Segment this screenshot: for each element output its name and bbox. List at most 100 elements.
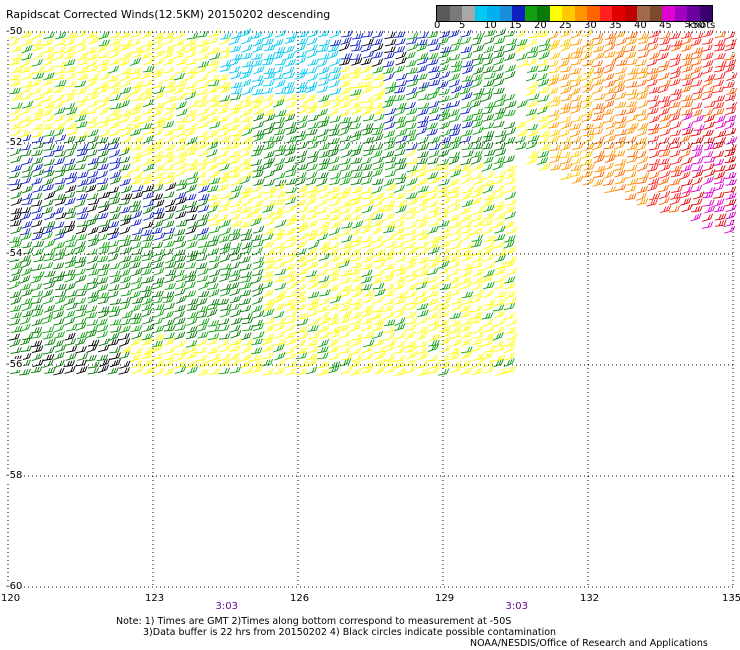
wind-barb — [242, 366, 254, 375]
wind-barb — [571, 29, 583, 39]
wind-barb — [231, 184, 243, 193]
wind-barb — [165, 205, 177, 213]
wind-barb — [504, 164, 517, 172]
wind-barb — [140, 267, 153, 276]
wind-barb — [186, 109, 198, 117]
wind-barb — [54, 150, 67, 157]
wind-barb — [240, 247, 252, 255]
wind-barb — [251, 53, 263, 60]
wind-barb — [263, 142, 275, 151]
wind-barb — [362, 38, 374, 47]
wind-barb — [461, 52, 473, 60]
wind-barb — [197, 368, 209, 376]
wind-barb — [327, 338, 339, 348]
wind-barb — [373, 338, 385, 347]
wind-barb — [109, 108, 121, 116]
wind-barb — [362, 114, 375, 122]
wind-barb — [582, 59, 594, 67]
wind-barb — [118, 302, 130, 311]
wind-barb — [294, 199, 306, 208]
wind-barb — [184, 262, 197, 270]
wind-barb — [87, 339, 100, 347]
wind-barb — [626, 73, 638, 81]
wind-barb — [614, 183, 627, 192]
wind-barb — [274, 148, 286, 157]
wind-barb — [637, 36, 650, 45]
wind-barb — [495, 28, 507, 38]
wind-barb — [132, 81, 144, 89]
colorbar-tick-label: 15 — [509, 20, 522, 31]
wind-barb — [374, 88, 386, 96]
wind-barb — [253, 178, 265, 186]
wind-barb — [218, 81, 231, 89]
wind-barb — [648, 86, 661, 94]
wind-barb — [635, 59, 647, 67]
wind-barb — [251, 319, 263, 327]
wind-barb — [42, 332, 55, 340]
wind-barb — [240, 360, 252, 369]
wind-barb — [196, 94, 208, 103]
wind-barb — [681, 142, 693, 152]
wind-barb — [107, 220, 120, 229]
wind-barb — [417, 309, 429, 318]
wind-barb — [120, 346, 132, 354]
wind-barb — [725, 59, 737, 68]
wind-barb — [625, 51, 637, 59]
wind-barb — [647, 36, 659, 45]
wind-barb — [714, 31, 727, 38]
wind-barb — [152, 255, 164, 264]
wind-barb — [316, 198, 328, 207]
wind-barb — [250, 206, 262, 215]
wind-barb — [228, 37, 240, 46]
wind-barb — [407, 32, 419, 40]
wind-barb — [142, 276, 154, 284]
wind-barb — [723, 64, 736, 74]
wind-barb — [450, 169, 462, 178]
wind-barb — [493, 78, 505, 87]
wind-barb — [65, 66, 77, 73]
wind-barb — [681, 203, 693, 213]
wind-barb — [448, 79, 460, 88]
wind-barb — [185, 44, 198, 53]
wind-barb — [361, 262, 374, 270]
wind-barb — [361, 186, 373, 194]
wind-barb — [53, 221, 65, 229]
wind-barb — [55, 60, 67, 68]
wind-barb — [10, 155, 22, 164]
wind-barb — [316, 177, 328, 187]
wind-barb — [416, 43, 428, 52]
wind-barb — [175, 156, 187, 165]
wind-barb — [273, 241, 285, 250]
colorbar-tick-label: 40 — [634, 20, 647, 31]
wind-barb — [305, 270, 318, 278]
wind-barb — [294, 290, 306, 299]
wind-barb — [263, 191, 276, 200]
wind-barb — [437, 64, 449, 73]
wind-barb — [253, 113, 265, 122]
wind-barb — [536, 72, 548, 82]
wind-barb — [43, 144, 55, 151]
wind-barb — [374, 346, 386, 354]
wind-barb — [462, 114, 474, 122]
wind-barb — [110, 325, 122, 333]
wind-barb — [306, 352, 319, 361]
wind-barb — [351, 283, 364, 292]
wind-barb — [118, 147, 130, 157]
wind-barb — [75, 114, 87, 122]
wind-barb — [627, 143, 639, 151]
wind-barb — [493, 112, 505, 122]
wind-barb — [669, 178, 681, 186]
wind-barb — [30, 86, 42, 96]
wind-barb — [415, 126, 428, 136]
wind-barb — [362, 331, 375, 339]
wind-barb — [439, 290, 452, 299]
wind-barb — [349, 71, 362, 80]
wind-barb — [163, 31, 176, 40]
wind-barb — [691, 108, 703, 117]
wind-barb — [669, 101, 681, 109]
wind-barb — [297, 260, 309, 269]
wind-barb — [173, 72, 185, 81]
wind-barb — [285, 367, 297, 376]
wind-barb — [427, 157, 439, 165]
wind-barb — [439, 56, 451, 66]
